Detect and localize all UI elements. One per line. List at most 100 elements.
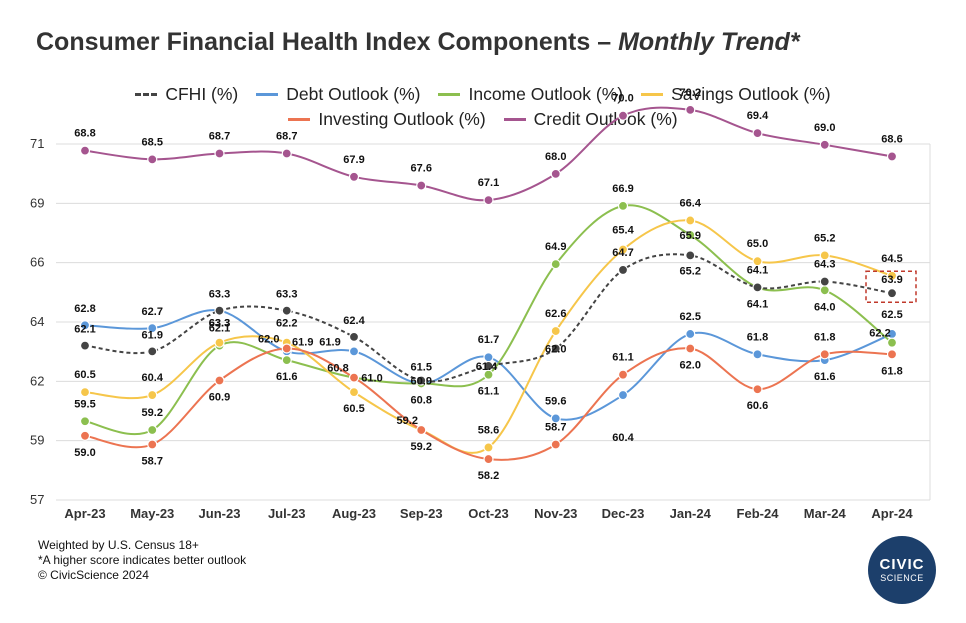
logo-text-top: CIVIC	[879, 555, 925, 573]
data-label-cfhi: 61.9	[142, 329, 163, 341]
data-label-income-outlook: 60.8	[327, 363, 348, 375]
data-point-credit-outlook-4	[348, 171, 360, 182]
data-point-debt-outlook-8	[617, 389, 629, 401]
data-point-savings-outlook-12	[886, 270, 898, 281]
data-label-credit-outlook: 68.6	[881, 133, 902, 145]
data-point-income-outlook-8	[617, 200, 629, 212]
data-point-cfhi-9	[685, 250, 696, 261]
x-tick-label: Jan-24	[670, 506, 712, 521]
data-point-investing-outlook-4	[348, 372, 360, 383]
y-tick-label: 64	[30, 314, 44, 329]
data-label-investing-outlook: 62.0	[680, 360, 701, 372]
data-label-debt-outlook: 60.4	[612, 432, 634, 444]
data-point-investing-outlook-3	[281, 343, 292, 354]
data-label-savings-outlook: 65.0	[747, 238, 768, 250]
data-label-debt-outlook: 61.9	[292, 336, 313, 348]
series-cfhi	[79, 250, 898, 386]
data-label-cfhi: 64.7	[612, 247, 633, 259]
data-label-cfhi: 64.1	[747, 264, 768, 276]
data-label-debt-outlook: 61.7	[478, 334, 499, 346]
data-label-savings-outlook: 62.6	[545, 308, 566, 320]
data-point-income-outlook-12	[886, 337, 898, 348]
legend-swatch-income-outlook	[438, 93, 461, 96]
x-tick-label: Jun-23	[199, 506, 241, 521]
y-tick-label: 69	[30, 195, 44, 210]
data-point-savings-outlook-0	[79, 387, 91, 398]
data-label-savings-outlook: 66.4	[680, 197, 702, 209]
data-point-credit-outlook-9	[685, 104, 696, 115]
data-label-income-outlook: 62.1	[209, 323, 230, 335]
data-label-cfhi: 64.3	[814, 259, 835, 271]
data-point-savings-outlook-4	[348, 387, 360, 398]
data-label-credit-outlook: 67.6	[411, 163, 432, 175]
chart-title: Consumer Financial Health Index Componen…	[36, 28, 800, 57]
data-label-credit-outlook: 68.7	[209, 131, 230, 143]
data-label-cfhi: 62.1	[74, 324, 95, 336]
data-label-debt-outlook: 62.8	[74, 303, 95, 315]
legend-swatch-cfhi	[135, 93, 158, 96]
legend-swatch-credit-outlook	[503, 118, 526, 121]
data-point-cfhi-4	[348, 331, 360, 342]
data-point-debt-outlook-1	[147, 323, 158, 334]
data-label-cfhi: 63.3	[209, 318, 230, 330]
data-label-debt-outlook: 61.9	[319, 336, 340, 348]
data-label-income-outlook: 64.9	[545, 241, 566, 253]
data-label-investing-outlook: 58.7	[142, 456, 163, 468]
footer-weighting-note: Weighted by U.S. Census 18+	[38, 538, 199, 552]
footer-outlook-note: *A higher score indicates better outlook	[38, 553, 247, 567]
data-point-cfhi-2	[214, 305, 225, 316]
y-tick-label: 66	[30, 255, 44, 270]
legend-label-income-outlook: Income Outlook (%)	[468, 84, 624, 104]
data-point-credit-outlook-3	[281, 148, 292, 159]
data-point-savings-outlook-1	[147, 389, 158, 401]
data-point-credit-outlook-12	[886, 151, 898, 162]
data-label-investing-outlook: 61.1	[612, 352, 633, 364]
civicscience-logo: CIVIC SCIENCE	[868, 536, 936, 604]
legend-item-credit-outlook: Credit Outlook (%)	[503, 109, 678, 130]
data-point-investing-outlook-6	[483, 453, 494, 465]
data-label-credit-outlook: 70.0	[612, 93, 633, 105]
data-label-credit-outlook: 69.0	[814, 122, 835, 134]
data-point-debt-outlook-4	[348, 346, 360, 357]
data-point-cfhi-6	[483, 360, 494, 372]
data-point-cfhi-8	[617, 264, 629, 276]
data-point-savings-outlook-6	[483, 442, 494, 453]
data-label-savings-outlook: 60.5	[343, 403, 364, 415]
data-label-income-outlook: 64.0	[814, 301, 835, 313]
data-point-credit-outlook-5	[416, 180, 427, 191]
data-label-credit-outlook: 69.4	[747, 110, 769, 122]
data-point-cfhi-11	[819, 276, 830, 287]
data-point-cfhi-0	[79, 340, 91, 351]
legend: CFHI (%) Debt Outlook (%) Income Outlook (…	[30, 82, 936, 132]
legend-swatch-savings-outlook	[641, 93, 664, 96]
data-label-cfhi: 62.0	[545, 344, 566, 356]
data-label-investing-outlook: 62.0	[258, 334, 279, 346]
data-point-savings-outlook-2	[214, 337, 225, 348]
data-label-credit-outlook: 68.0	[545, 151, 566, 163]
data-point-income-outlook-3	[281, 355, 292, 366]
data-label-debt-outlook: 61.8	[747, 331, 768, 343]
x-tick-label: Jul-23	[268, 506, 306, 521]
data-point-savings-outlook-9	[685, 215, 696, 226]
x-tick-label: Apr-23	[64, 506, 105, 521]
y-tick-label: 57	[30, 492, 44, 507]
data-point-investing-outlook-0	[79, 430, 91, 441]
legend-label-debt-outlook: Debt Outlook (%)	[286, 84, 421, 104]
data-point-investing-outlook-10	[752, 384, 763, 395]
data-point-credit-outlook-10	[752, 128, 763, 139]
legend-item-cfhi: CFHI (%)	[135, 84, 238, 105]
y-tick-label: 59	[30, 433, 44, 448]
data-label-investing-outlook: 59.2	[411, 441, 432, 453]
data-label-investing-outlook: 61.0	[361, 373, 382, 385]
chart-title-main: Consumer Financial Health Index Componen…	[36, 28, 612, 56]
data-point-investing-outlook-1	[147, 439, 158, 450]
series-credit-outlook	[79, 104, 898, 206]
data-point-investing-outlook-2	[214, 375, 225, 386]
data-label-income-outlook: 65.9	[680, 230, 701, 242]
data-label-cfhi: 63.3	[276, 289, 297, 301]
x-tick-label: Aug-23	[332, 506, 376, 521]
y-tick-label: 62	[30, 373, 44, 388]
data-point-investing-outlook-5	[416, 424, 427, 436]
legend-label-credit-outlook: Credit Outlook (%)	[533, 109, 678, 129]
legend-row-2: Investing Outlook (%) Credit Outlook (%)	[30, 107, 936, 132]
